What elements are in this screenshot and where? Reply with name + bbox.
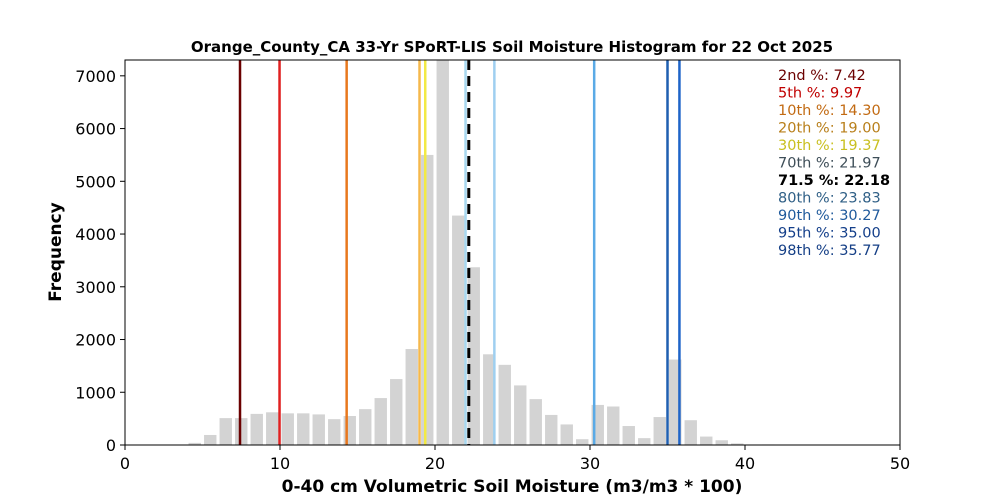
legend-entry: 90th %: 30.27: [778, 208, 881, 224]
legend-entry: 80th %: 23.83: [778, 191, 881, 207]
histogram-bar: [607, 406, 620, 445]
legend-entry: 70th %: 21.97: [778, 156, 881, 172]
x-tick-label: 10: [270, 454, 290, 473]
x-tick-label: 40: [735, 454, 755, 473]
histogram-bar: [390, 379, 403, 445]
histogram-bar: [188, 442, 201, 445]
y-axis-ticks: 0 1000 2000 3000 4000 5000 6000 7000: [75, 67, 125, 455]
histogram-bar: [700, 436, 713, 445]
histogram-bar: [638, 438, 651, 445]
histogram-bars: [188, 60, 775, 445]
histogram-bar: [359, 409, 372, 445]
histogram-bar: [545, 414, 558, 445]
histogram-bar: [715, 440, 728, 445]
legend-entry: 71.5 %: 22.18: [778, 173, 890, 189]
x-tick-label: 0: [120, 454, 130, 473]
y-tick-label: 4000: [75, 225, 116, 244]
histogram-bar: [467, 267, 480, 445]
histogram-bar: [452, 215, 465, 445]
histogram-bar: [297, 413, 310, 445]
histogram-bar: [405, 349, 418, 445]
histogram-bar: [622, 426, 635, 445]
legend-entry: 10th %: 14.30: [778, 103, 881, 119]
histogram-bar: [266, 412, 279, 445]
y-tick-label: 3000: [75, 278, 116, 297]
legend-entry: 95th %: 35.00: [778, 226, 881, 242]
histogram-bar: [684, 420, 697, 445]
percentile-lines: [238, 60, 681, 445]
legend-entry: 98th %: 35.77: [778, 243, 881, 259]
y-tick-label: 1000: [75, 383, 116, 402]
histogram-bar: [328, 419, 341, 445]
legend-entry: 2nd %: 7.42: [778, 68, 866, 84]
y-tick-label: 2000: [75, 331, 116, 350]
histogram-bar: [576, 439, 589, 445]
histogram-bar: [250, 413, 263, 445]
histogram-bar: [204, 434, 217, 445]
histogram-bar: [560, 424, 573, 445]
x-axis-ticks: 0 10 20 30 40 50: [120, 445, 910, 473]
y-tick-label: 7000: [75, 67, 116, 86]
x-axis-label: 0-40 cm Volumetric Soil Moisture (m3/m3 …: [282, 477, 743, 497]
x-tick-label: 50: [890, 454, 910, 473]
y-tick-label: 0: [106, 436, 116, 455]
legend-entry: 20th %: 19.00: [778, 121, 881, 137]
histogram-bar: [498, 364, 511, 445]
x-tick-label: 30: [580, 454, 600, 473]
histogram-bar: [483, 354, 496, 445]
y-axis-label: Frequency: [46, 202, 66, 302]
histogram-bar: [436, 60, 449, 445]
x-tick-label: 20: [425, 454, 445, 473]
legend-entry: 30th %: 19.37: [778, 138, 881, 154]
y-tick-label: 6000: [75, 120, 116, 139]
histogram-bar: [529, 399, 542, 445]
y-tick-label: 5000: [75, 172, 116, 191]
histogram-bar: [514, 385, 527, 445]
legend-entry: 5th %: 9.97: [778, 86, 862, 102]
histogram-bar: [653, 417, 666, 445]
histogram-bar: [281, 413, 294, 445]
chart-title: Orange_County_CA 33-Yr SPoRT-LIS Soil Mo…: [191, 38, 833, 56]
histogram-bar: [421, 154, 434, 445]
histogram-bar: [374, 398, 387, 445]
plot-frame: [124, 59, 901, 446]
histogram-bar: [219, 418, 232, 445]
histogram-bar: [731, 443, 744, 445]
histogram-bar: [312, 414, 325, 445]
